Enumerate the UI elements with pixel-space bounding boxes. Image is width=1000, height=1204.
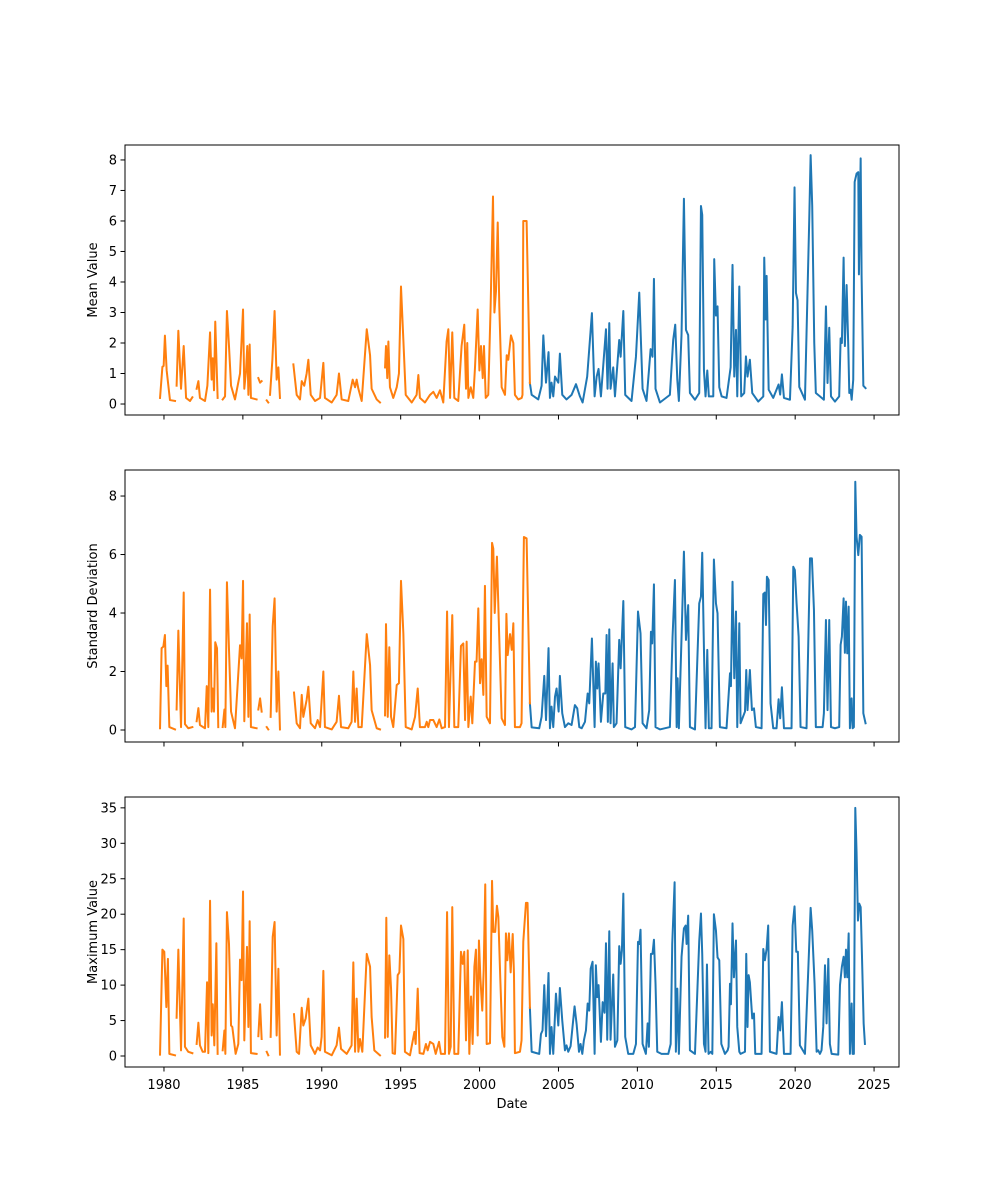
ytick-label: 1 [109, 367, 117, 382]
series-blue [528, 480, 867, 731]
ytick-label: 2 [109, 665, 117, 680]
line-segment [384, 195, 531, 404]
line-segment [221, 890, 258, 1055]
ytick-label: 0 [109, 1050, 117, 1065]
ytick-label: 4 [109, 607, 117, 622]
ytick-label: 7 [109, 184, 117, 199]
line-segment [292, 328, 382, 404]
line-segment [384, 879, 531, 1057]
line-segment [269, 921, 281, 1056]
xtick-label: 2005 [542, 1078, 575, 1093]
line-segment [175, 329, 194, 402]
line-segment [221, 308, 258, 401]
line-segment [257, 1003, 263, 1041]
subplot-std: 0 2 4 6 8 Standard Deviation [86, 469, 900, 747]
line-segment [528, 154, 867, 404]
line-segment [265, 398, 270, 404]
line-segment [528, 480, 867, 731]
ytick-label: 25 [100, 872, 117, 887]
line-segment [265, 1050, 270, 1057]
ytick-label: 2 [109, 337, 117, 352]
ytick-label: 35 [100, 801, 117, 816]
ytick-label: 4 [109, 275, 117, 290]
line-segment [292, 952, 382, 1057]
line-segment [257, 697, 263, 713]
line-segment [528, 806, 866, 1056]
xtick-label: 2025 [858, 1078, 891, 1093]
ytick-label: 5 [109, 245, 117, 260]
ytick-label: 6 [109, 214, 117, 229]
line-segment [195, 320, 219, 402]
plot-area [159, 480, 867, 731]
series-blue [528, 154, 867, 404]
line-segment [175, 591, 194, 730]
y-axis-label: Maximum Value [86, 880, 101, 984]
plot-area [159, 806, 866, 1057]
line-segment [159, 633, 177, 731]
xtick-label: 2010 [621, 1078, 654, 1093]
axes-frame [124, 796, 900, 1068]
y-axis-label: Standard Deviation [86, 543, 101, 668]
subplots: 0 1 2 3 4 5 6 7 8 Mean Value 0 2 4 6 8 Standard Deviati… [86, 144, 900, 1112]
series-orange [159, 535, 531, 731]
line-segment [269, 597, 281, 731]
line-segment [158, 334, 177, 403]
x-axis-label: Date [496, 1097, 527, 1112]
xtick-label: 2020 [779, 1078, 812, 1093]
ytick-label: 3 [109, 306, 117, 321]
xtick-label: 1995 [384, 1078, 417, 1093]
line-segment [175, 917, 194, 1055]
xtick-label: 1990 [305, 1078, 338, 1093]
line-segment [292, 633, 382, 731]
line-segment [159, 948, 177, 1057]
line-segment [384, 535, 531, 731]
line-segment [195, 899, 219, 1055]
line-segment [265, 725, 270, 731]
ytick-label: 0 [109, 724, 117, 739]
ytick-label: 10 [100, 979, 117, 994]
y-axis-label: Mean Value [86, 242, 101, 317]
ytick-label: 30 [100, 837, 117, 852]
xtick-label: 2015 [700, 1078, 733, 1093]
axes-frame [124, 144, 900, 416]
subplot-mean: 0 1 2 3 4 5 6 7 8 Mean Value [86, 144, 900, 420]
xtick-label: 1980 [147, 1078, 180, 1093]
ytick-label: 15 [100, 943, 117, 958]
ytick-label: 0 [109, 398, 117, 413]
axes-frame [124, 469, 900, 743]
line-segment [195, 588, 220, 730]
line-segment [257, 376, 264, 384]
series-orange [158, 195, 531, 404]
ytick-label: 20 [100, 908, 117, 923]
ytick-label: 6 [109, 548, 117, 563]
line-segment [221, 579, 258, 730]
ytick-label: 5 [109, 1014, 117, 1029]
plot-area [158, 154, 867, 404]
ytick-label: 8 [109, 490, 117, 505]
series-blue [528, 806, 866, 1056]
series-orange [159, 879, 531, 1057]
line-segment [268, 309, 282, 399]
xtick-label: 1985 [226, 1078, 259, 1093]
xtick-label: 2000 [463, 1078, 496, 1093]
ytick-label: 8 [109, 153, 117, 168]
